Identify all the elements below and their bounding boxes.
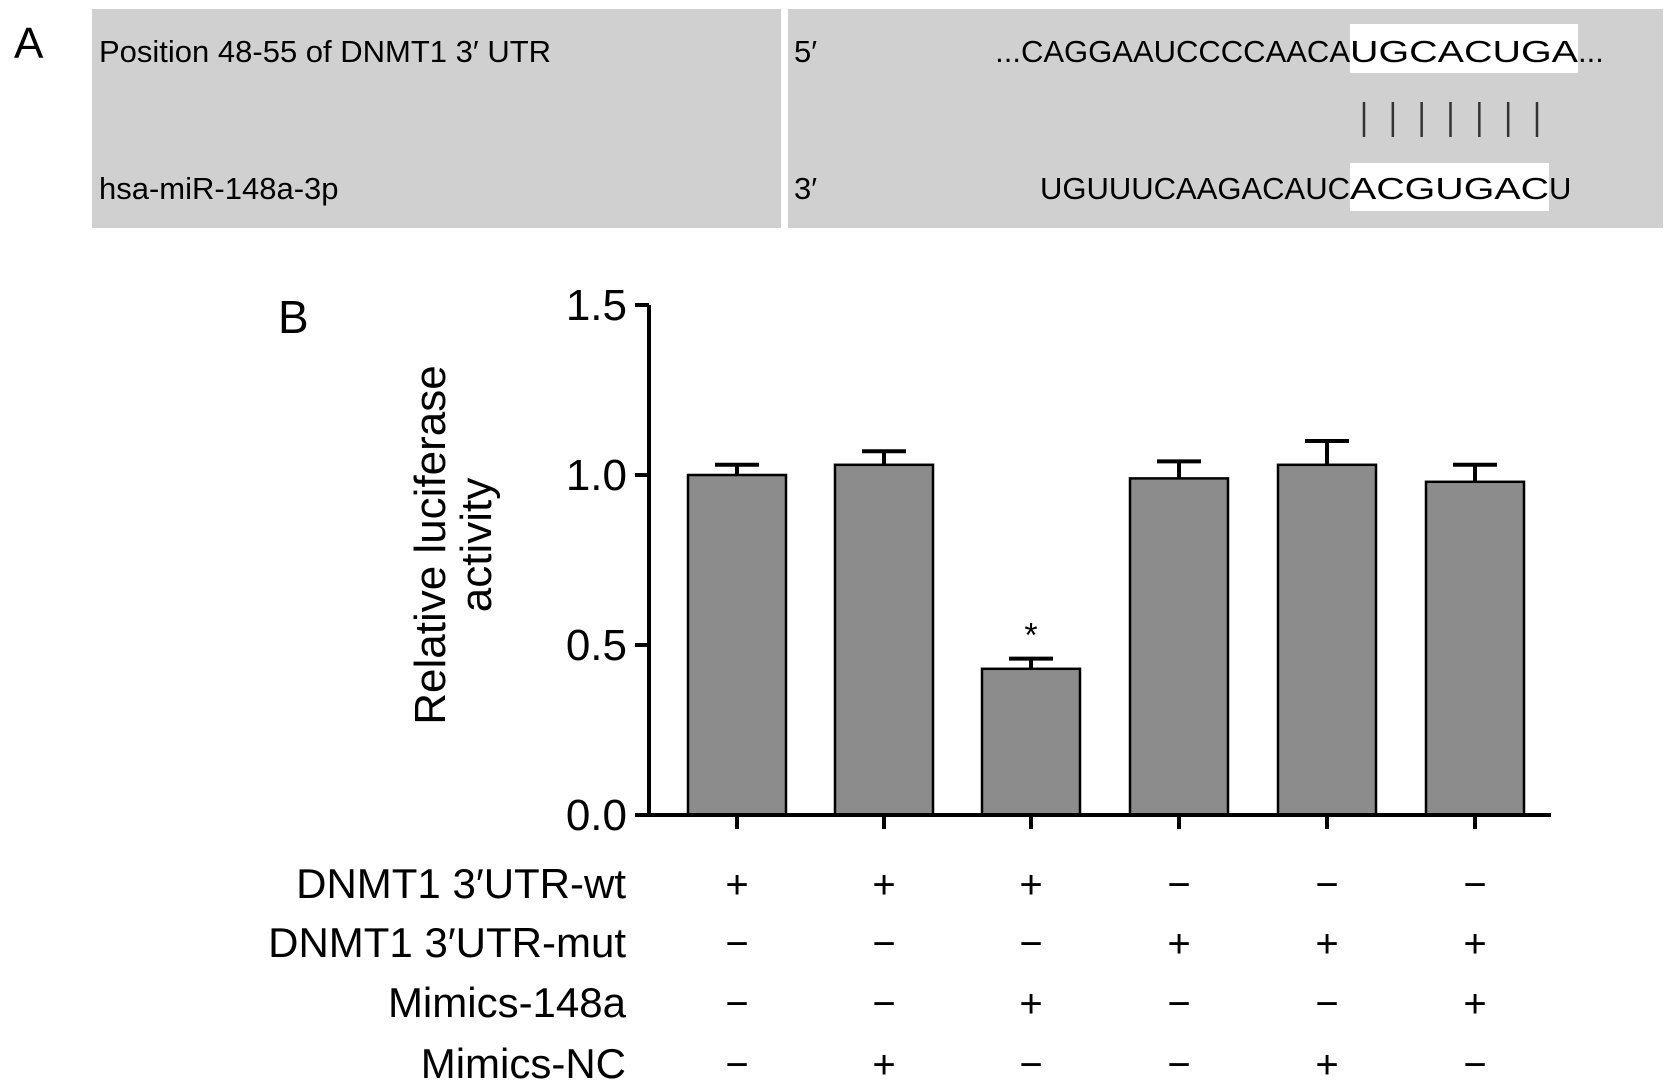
mirna-seq-match: ACGUGAC bbox=[1350, 171, 1549, 206]
y-axis-title-line1: Relative luciferase bbox=[406, 365, 455, 725]
condition-sign: − bbox=[725, 982, 748, 1026]
panel-b-label: B bbox=[278, 291, 309, 343]
name-box bbox=[92, 9, 781, 228]
condition-sign: − bbox=[872, 922, 895, 966]
bar bbox=[1424, 480, 1526, 817]
condition-sign: − bbox=[1019, 1043, 1042, 1087]
y-tick-label: 0.0 bbox=[566, 791, 627, 840]
bar bbox=[833, 463, 935, 817]
condition-sign: + bbox=[1315, 1043, 1338, 1087]
y-tick-label: 0.5 bbox=[566, 621, 627, 670]
condition-sign: − bbox=[725, 1043, 748, 1087]
seed-highlight-bottom bbox=[1350, 163, 1549, 211]
mirna-end-label: 3′ bbox=[794, 171, 817, 206]
base-pairing-lines bbox=[1362, 102, 1539, 137]
condition-sign: − bbox=[1167, 982, 1190, 1026]
condition-sign: + bbox=[725, 863, 748, 907]
bar bbox=[1276, 463, 1378, 817]
significance-marker: * bbox=[1024, 617, 1037, 655]
condition-sign: − bbox=[1167, 1043, 1190, 1087]
bar bbox=[980, 667, 1082, 817]
panel-a-label: A bbox=[14, 19, 44, 68]
y-axis-title: Relative luciferase activity bbox=[406, 365, 501, 725]
y-axis-title-line2: activity bbox=[452, 478, 501, 612]
mirna-name: hsa-miR-148a-3p bbox=[99, 171, 339, 206]
condition-label: DNMT1 3′UTR-wt bbox=[296, 860, 626, 907]
condition-sign: − bbox=[1463, 863, 1486, 907]
y-tick-label: 1.0 bbox=[566, 451, 627, 500]
condition-sign: − bbox=[1463, 1043, 1486, 1087]
bar bbox=[1128, 477, 1230, 817]
utr-seq-post: ... bbox=[1578, 34, 1604, 69]
utr-seq-pre: ...CAGGAAUCCCCAACA bbox=[995, 34, 1350, 69]
panel-b: B Relative luciferase activity 0.0 0.5 1.0… bbox=[268, 281, 1551, 1087]
condition-label: DNMT1 3′UTR-mut bbox=[268, 919, 626, 966]
condition-sign: + bbox=[872, 1043, 895, 1087]
condition-sign: + bbox=[872, 863, 895, 907]
condition-sign: + bbox=[1019, 863, 1042, 907]
condition-sign: − bbox=[1315, 982, 1338, 1026]
condition-label: Mimics-NC bbox=[421, 1040, 626, 1087]
utr-end-label: 5′ bbox=[794, 34, 817, 69]
seed-highlight-top bbox=[1350, 24, 1578, 73]
panel-a: A Position 48-55 of DNMT1 3′ UTR hsa-miR… bbox=[14, 9, 1663, 228]
utr-seq-match: UGCACUGA bbox=[1350, 34, 1578, 69]
condition-sign: + bbox=[1019, 982, 1042, 1026]
condition-sign: + bbox=[1463, 982, 1486, 1026]
mirna-seq-post: U bbox=[1549, 171, 1571, 206]
y-tick-label: 1.5 bbox=[566, 281, 627, 330]
plot-area: 0.0 0.5 1.0 1.5 * DNMT1 3′UTR-wt + + + − − − DNMT1 3… bbox=[268, 281, 1551, 1087]
condition-sign: − bbox=[1019, 922, 1042, 966]
condition-sign: − bbox=[725, 922, 748, 966]
condition-sign: + bbox=[1167, 922, 1190, 966]
condition-sign: − bbox=[1167, 863, 1190, 907]
condition-sign: + bbox=[1315, 922, 1338, 966]
mirna-seq-pre: UGUUUCAAGACAUC bbox=[1040, 171, 1350, 206]
condition-sign: − bbox=[1315, 863, 1338, 907]
condition-sign: + bbox=[1463, 922, 1486, 966]
condition-label: Mimics-148a bbox=[388, 979, 627, 1026]
utr-name: Position 48-55 of DNMT1 3′ UTR bbox=[99, 34, 551, 69]
condition-sign: − bbox=[872, 982, 895, 1026]
bar bbox=[686, 473, 788, 817]
